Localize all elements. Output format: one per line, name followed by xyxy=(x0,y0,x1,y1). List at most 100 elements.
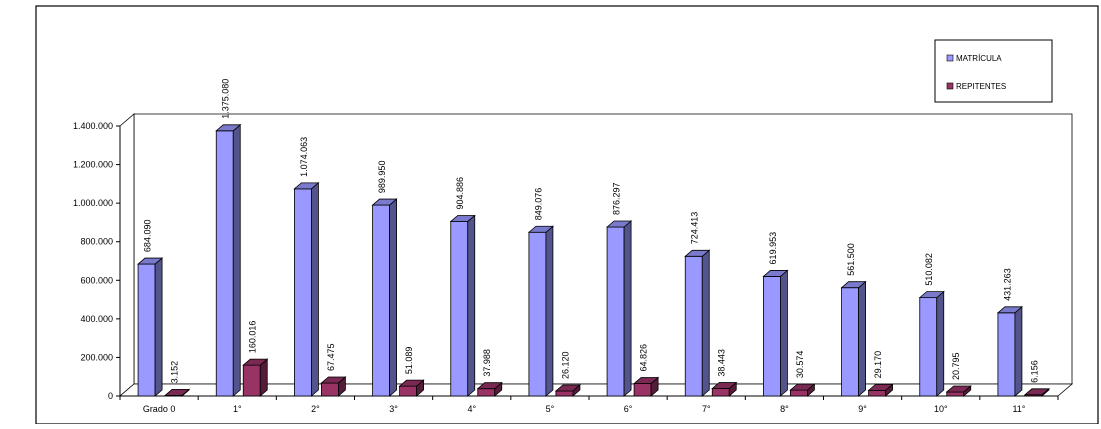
bar-matricula-data-label: 561.500 xyxy=(846,243,856,276)
legend-label-repitentes: REPITENTES xyxy=(956,82,1006,91)
bar-matricula-top xyxy=(606,220,633,228)
bar-repitentes xyxy=(633,376,660,397)
bar-matricula-side xyxy=(701,249,710,397)
bar-matricula-data-label: 510.082 xyxy=(924,253,934,286)
bar-repitentes-data-label: 160.016 xyxy=(248,321,258,354)
bar-repitentes-top xyxy=(1023,388,1050,396)
bar-repitentes-data-label: 38.443 xyxy=(717,349,727,377)
x-tick-label: 7° xyxy=(702,404,711,414)
bar-matricula-top xyxy=(762,270,789,277)
bar-matricula xyxy=(606,220,633,397)
bar-matricula-side xyxy=(780,269,788,397)
bar-matricula-side xyxy=(311,181,319,397)
bar-repitentes xyxy=(554,384,581,397)
bar-matricula-front xyxy=(763,276,781,397)
bar-repitentes xyxy=(398,379,425,397)
bar-repitentes-data-label: 67.475 xyxy=(326,343,336,371)
bar-repitentes-front xyxy=(399,385,417,397)
bar-matricula xyxy=(449,214,476,397)
bar-matricula-data-label: 876.297 xyxy=(612,182,622,215)
bar-matricula-data-label: 1.074.063 xyxy=(299,137,309,177)
bar-repitentes-data-label: 64.826 xyxy=(639,344,649,372)
y-axis: 0 200.000 400.000 600.000 800.000 1.000.000 1.… xyxy=(73,121,121,401)
bar-matricula-top xyxy=(527,225,554,233)
bar-repitentes-top xyxy=(633,377,660,384)
bars: 684.090 3.152 1.375.080 160.016 1.074.063 67.… xyxy=(137,79,1050,397)
plot-walls xyxy=(118,113,1074,397)
x-tick-label: 11° xyxy=(1012,404,1025,414)
bar-repitentes xyxy=(320,376,347,397)
bar-repitentes-front xyxy=(868,389,886,397)
bar-matricula-side xyxy=(1014,305,1023,397)
x-tick-label: 10° xyxy=(934,404,948,414)
bar-matricula-front xyxy=(841,287,859,397)
bar-matricula-side xyxy=(623,220,632,397)
x-tick-label: 9° xyxy=(858,404,867,414)
bar-repitentes xyxy=(945,385,972,397)
bar-repitentes xyxy=(1023,387,1050,397)
bar-matricula-side xyxy=(232,123,241,397)
legend-swatch-repitentes xyxy=(946,82,954,90)
bar-repitentes-top xyxy=(164,388,191,396)
x-axis: Grado 0 1° 2° 3° 4° 5° 6° 7° 8° 9° 10° 11° xyxy=(119,395,1059,414)
bar-matricula-front xyxy=(294,188,312,397)
bar-matricula xyxy=(293,181,320,397)
bar-repitentes-front xyxy=(946,391,965,397)
bar-matricula-side xyxy=(154,257,163,397)
x-tick-label: 4° xyxy=(467,404,476,414)
bar-matricula-data-label: 684.090 xyxy=(143,220,153,253)
legend: MATRÍCULA REPITENTES xyxy=(934,39,1053,103)
bar-matricula xyxy=(137,257,164,397)
bar-repitentes-front xyxy=(633,383,652,397)
bar-matricula-top xyxy=(137,257,164,265)
bar-matricula xyxy=(215,123,242,397)
bar-matricula-top xyxy=(293,182,320,190)
bar-repitentes-front xyxy=(555,390,574,397)
bar-matricula xyxy=(918,290,945,397)
x-tick-label: 6° xyxy=(624,404,633,414)
bar-matricula-side xyxy=(389,198,397,397)
x-tick-label: 3° xyxy=(389,404,398,414)
bar-repitentes-front xyxy=(790,389,808,397)
bar-matricula-top xyxy=(840,281,867,289)
legend-box xyxy=(934,39,1053,103)
y-tick-label: 1.400.000 xyxy=(73,121,113,131)
legend-label-matricula: MATRÍCULA xyxy=(956,54,1002,63)
bar-matricula xyxy=(996,305,1023,397)
bar-repitentes-data-label: 3.152 xyxy=(170,361,180,384)
bar-repitentes xyxy=(789,383,816,397)
bar-matricula-front xyxy=(372,204,390,397)
bar-matricula-front xyxy=(606,226,625,397)
bar-repitentes xyxy=(867,383,894,397)
bar-repitentes-front xyxy=(321,382,339,397)
bar-repitentes xyxy=(711,381,738,397)
y-tick-label: 800.000 xyxy=(80,237,113,247)
bar-matricula-top xyxy=(918,291,945,299)
bar-matricula-top xyxy=(449,215,476,222)
bar-matricula xyxy=(840,280,867,397)
bar-matricula-front xyxy=(215,130,234,397)
x-tick-label: 1° xyxy=(233,404,242,414)
bar-matricula-front xyxy=(684,255,703,397)
bar-matricula-front xyxy=(450,221,469,397)
bar-repitentes xyxy=(164,388,191,397)
bar-matricula xyxy=(762,269,789,397)
bar-matricula-top xyxy=(371,198,398,206)
bar-matricula-front xyxy=(137,263,156,397)
bar-matricula-data-label: 904.886 xyxy=(455,177,465,210)
x-tick-label: Grado 0 xyxy=(143,404,176,414)
bar-matricula-side xyxy=(936,290,945,397)
legend-swatch-matricula xyxy=(946,54,954,62)
bar-repitentes-top xyxy=(867,383,894,391)
bar-matricula-data-label: 431.263 xyxy=(1002,268,1012,301)
bar-matricula-top xyxy=(996,306,1023,314)
bar-repitentes-top xyxy=(476,382,503,390)
bar-repitentes-top xyxy=(711,382,738,389)
bar-matricula-top xyxy=(215,124,242,132)
bar-repitentes-front xyxy=(477,388,496,397)
bar-repitentes-data-label: 29.170 xyxy=(873,351,883,379)
bar-repitentes-top xyxy=(320,376,347,384)
bar-matricula-data-label: 989.950 xyxy=(377,161,387,194)
